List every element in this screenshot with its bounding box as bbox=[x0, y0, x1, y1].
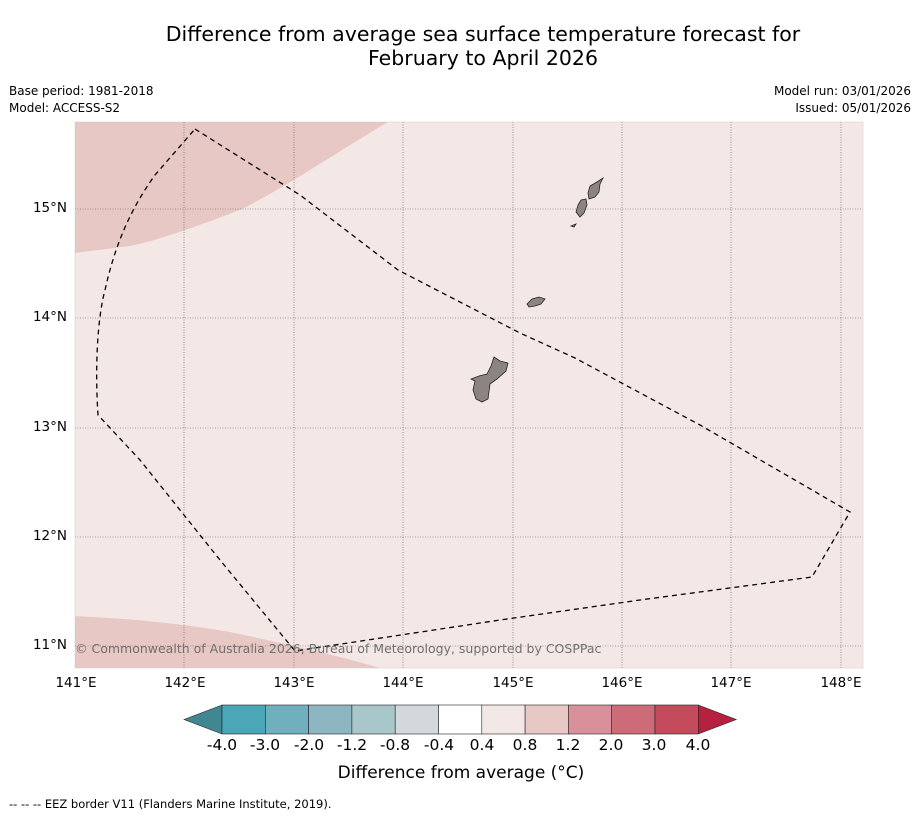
island-saipan bbox=[587, 176, 605, 200]
chart-title: Difference from average sea surface temp… bbox=[0, 22, 919, 70]
colorbar-tick-2: -2.0 bbox=[293, 736, 325, 754]
colorbar-tick-0: -4.0 bbox=[206, 736, 238, 754]
colorbar-segment bbox=[221, 704, 266, 735]
colorbar-tick-10: 3.0 bbox=[641, 736, 667, 754]
islands bbox=[470, 176, 605, 403]
lon-label-141: 141°E bbox=[55, 675, 97, 691]
colorbar-extend-low bbox=[183, 704, 223, 735]
island-aguijan bbox=[569, 223, 578, 228]
colorbar-segment bbox=[654, 704, 699, 735]
base-period: Base period: 1981-2018 bbox=[9, 84, 154, 98]
graticule bbox=[75, 122, 863, 668]
colorbar-tick-5: -0.4 bbox=[423, 736, 455, 754]
eez-border bbox=[96, 128, 851, 652]
lat-label-11: 11°N bbox=[32, 637, 67, 653]
colorbar-segment bbox=[394, 704, 439, 735]
colorbar-segment bbox=[568, 704, 613, 735]
colorbar-tick-1: -3.0 bbox=[249, 736, 281, 754]
colorbar-tick-7: 0.8 bbox=[512, 736, 538, 754]
map-frame bbox=[74, 121, 864, 669]
colorbar-segment bbox=[264, 704, 309, 735]
meta-right: Model run: 03/01/2026 Issued: 05/01/2026 bbox=[774, 83, 911, 117]
lat-label-14: 14°N bbox=[32, 309, 67, 325]
map-area bbox=[75, 122, 863, 668]
issued-date: Issued: 05/01/2026 bbox=[795, 101, 911, 115]
lat-label-12: 12°N bbox=[32, 528, 67, 544]
title-line-2: February to April 2026 bbox=[368, 46, 598, 70]
island-tinian bbox=[575, 198, 588, 218]
colorbar-segment bbox=[481, 704, 526, 735]
colorbar-segment bbox=[438, 704, 483, 735]
eez-legend-note: -- -- -- EEZ border V11 (Flanders Marine… bbox=[9, 797, 332, 811]
title-line-1: Difference from average sea surface temp… bbox=[165, 22, 801, 46]
anomaly-region-north bbox=[75, 122, 388, 253]
colorbar-segment bbox=[524, 704, 569, 735]
colorbar-tick-6: 0.4 bbox=[469, 736, 495, 754]
copyright-notice: © Commonwealth of Australia 2026, Bureau… bbox=[75, 641, 602, 656]
colorbar-extend-high bbox=[697, 704, 738, 735]
lat-label-15: 15°N bbox=[32, 200, 67, 216]
anomaly-region-south bbox=[75, 616, 380, 668]
colorbar bbox=[183, 704, 738, 735]
lon-label-145: 145°E bbox=[492, 675, 534, 691]
model-name: Model: ACCESS-S2 bbox=[9, 101, 121, 115]
colorbar-tick-11: 4.0 bbox=[685, 736, 711, 754]
lon-label-147: 147°E bbox=[710, 675, 752, 691]
colorbar-label: Difference from average (°C) bbox=[337, 763, 585, 783]
colorbar-tick-9: 2.0 bbox=[598, 736, 624, 754]
lon-label-144: 144°E bbox=[382, 675, 424, 691]
lon-label-143: 143°E bbox=[273, 675, 315, 691]
lat-label-13: 13°N bbox=[32, 419, 67, 435]
colorbar-segment bbox=[308, 704, 353, 735]
colorbar-segment bbox=[611, 704, 656, 735]
colorbar-segment bbox=[351, 704, 396, 735]
lon-label-146: 146°E bbox=[601, 675, 643, 691]
meta-left: Base period: 1981-2018 Model: ACCESS-S2 bbox=[9, 83, 154, 117]
colorbar-tick-4: -0.8 bbox=[379, 736, 411, 754]
colorbar-tick-8: 1.2 bbox=[555, 736, 581, 754]
island-rota bbox=[526, 296, 546, 308]
island-guam bbox=[470, 356, 509, 403]
model-run: Model run: 03/01/2026 bbox=[773, 84, 911, 98]
lon-label-142: 142°E bbox=[164, 675, 206, 691]
colorbar-tick-3: -1.2 bbox=[336, 736, 368, 754]
lon-label-148: 148°E bbox=[820, 675, 862, 691]
